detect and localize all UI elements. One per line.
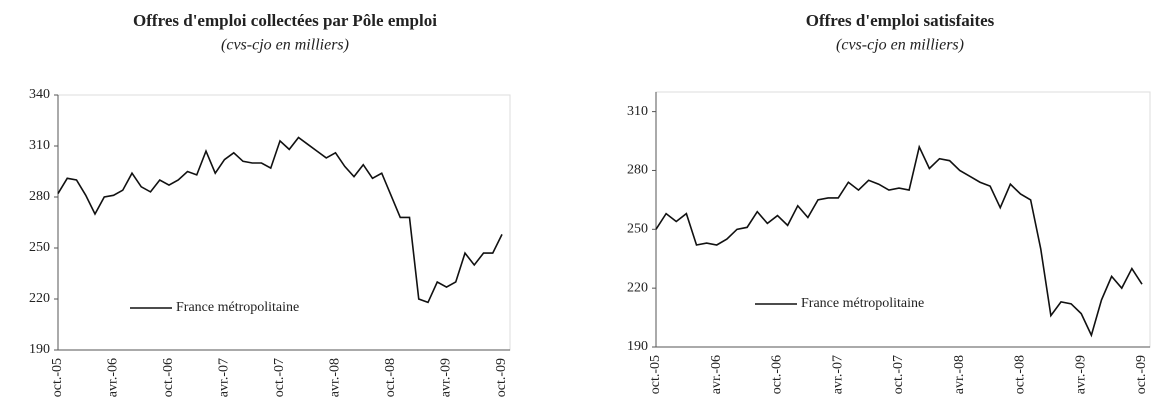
x-tick-label: oct.-07	[891, 355, 906, 394]
x-tick-label: oct.-05	[50, 358, 65, 397]
y-tick-label: 190	[627, 339, 648, 354]
chart-title: Offres d'emploi collectées par Pôle empl…	[133, 11, 437, 30]
x-tick-label: oct.-08	[383, 358, 398, 397]
x-tick-label: oct.-09	[1134, 355, 1149, 394]
chart-subtitle: (cvs-cjo en milliers)	[836, 37, 964, 54]
legend-label: France métropolitaine	[176, 300, 299, 315]
x-tick-label: avr.-06	[709, 355, 724, 394]
x-tick-label: oct.-05	[648, 355, 663, 394]
x-tick-label: oct.-09	[494, 358, 509, 397]
x-tick-label: avr.-06	[106, 358, 121, 397]
x-tick-label: avr.-09	[1073, 355, 1088, 394]
x-tick-label: avr.-09	[439, 358, 454, 397]
x-tick-label: avr.-08	[328, 358, 343, 397]
x-tick-label: avr.-07	[217, 358, 232, 397]
x-tick-label: oct.-08	[1013, 355, 1028, 394]
x-tick-label: avr.-07	[830, 355, 845, 394]
x-tick-label: oct.-06	[161, 358, 176, 397]
chart-title: Offres d'emploi satisfaites	[806, 11, 995, 30]
y-tick-label: 250	[627, 222, 648, 237]
y-tick-label: 340	[29, 87, 50, 102]
y-tick-label: 220	[29, 291, 50, 306]
y-tick-label: 280	[627, 163, 648, 178]
data-line	[655, 144, 1143, 338]
y-tick-label: 310	[29, 138, 50, 153]
y-tick-label: 190	[29, 342, 50, 357]
y-tick-label: 220	[627, 280, 648, 295]
x-tick-label: oct.-07	[272, 358, 287, 397]
x-tick-label: oct.-06	[770, 355, 785, 394]
legend-label: France métropolitaine	[801, 296, 924, 311]
y-tick-label: 250	[29, 240, 50, 255]
data-line	[57, 136, 503, 304]
y-tick-label: 280	[29, 189, 50, 204]
y-tick-label: 310	[627, 104, 648, 119]
x-tick-label: avr.-08	[952, 355, 967, 394]
chart-subtitle: (cvs-cjo en milliers)	[221, 37, 349, 54]
